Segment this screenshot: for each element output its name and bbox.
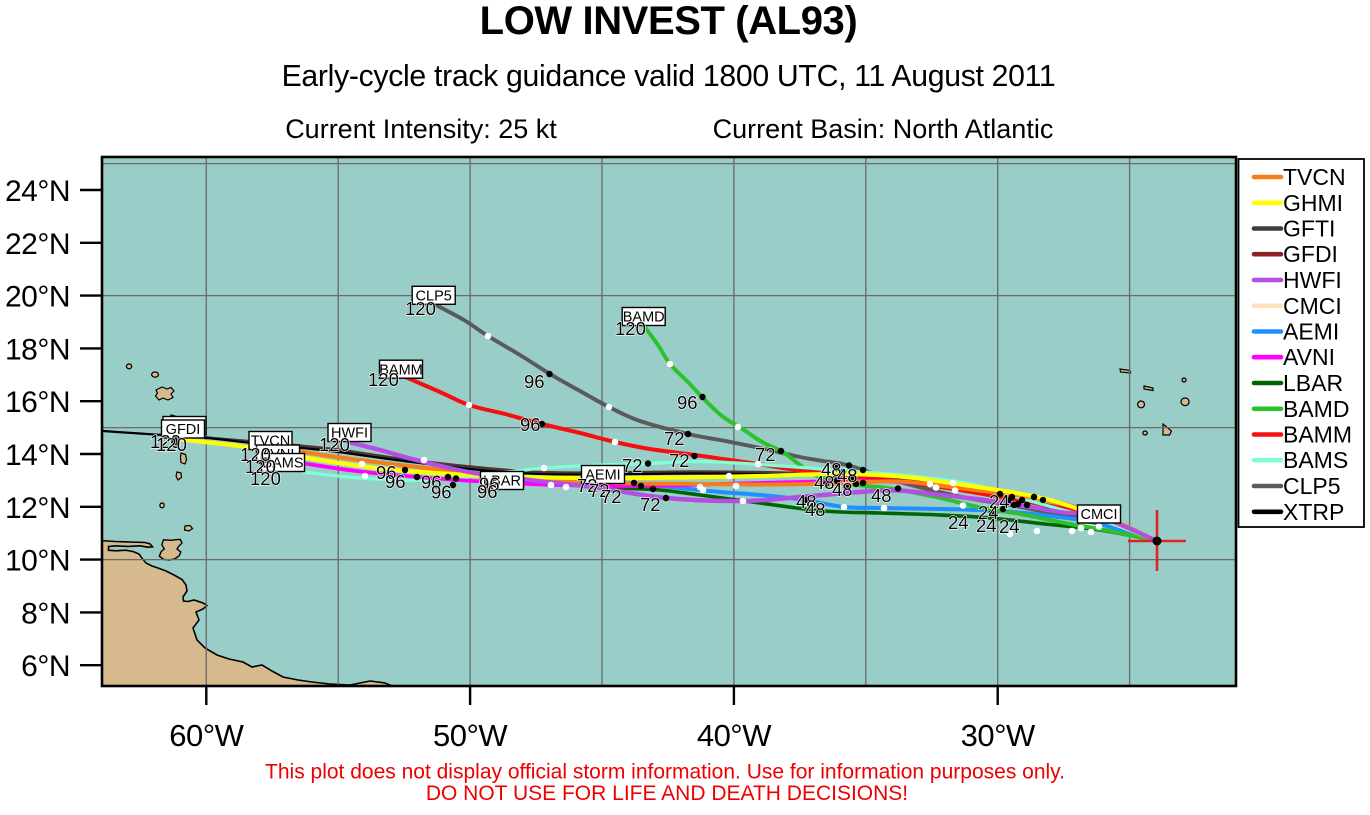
svg-text:96: 96	[520, 414, 541, 435]
svg-text:96: 96	[477, 481, 498, 502]
svg-text:96: 96	[376, 462, 397, 483]
svg-text:72: 72	[589, 480, 610, 501]
svg-text:96: 96	[421, 472, 442, 493]
svg-text:48: 48	[814, 472, 835, 493]
svg-text:96: 96	[385, 471, 406, 492]
svg-text:72: 72	[664, 428, 685, 449]
svg-text:GHMI: GHMI	[1283, 190, 1343, 216]
svg-text:48: 48	[805, 499, 826, 520]
svg-text:60°W: 60°W	[169, 718, 244, 753]
svg-text:24: 24	[978, 502, 999, 523]
svg-text:48: 48	[832, 479, 853, 500]
svg-text:12°N: 12°N	[5, 492, 70, 525]
svg-text:BAMM: BAMM	[379, 362, 423, 378]
svg-text:120: 120	[240, 444, 271, 465]
svg-text:120: 120	[245, 456, 276, 477]
svg-text:120: 120	[156, 434, 187, 455]
svg-text:Current Intensity: 25 kt: Current Intensity: 25 kt	[285, 114, 557, 144]
svg-text:AEMI: AEMI	[1283, 319, 1339, 345]
svg-text:10°N: 10°N	[5, 545, 70, 578]
svg-text:16°N: 16°N	[5, 386, 70, 419]
svg-text:BAMS: BAMS	[262, 456, 303, 472]
svg-text:24: 24	[989, 491, 1010, 512]
svg-text:50°W: 50°W	[433, 718, 508, 753]
svg-text:22°N: 22°N	[5, 228, 70, 261]
svg-text:96: 96	[677, 392, 698, 413]
svg-text:TVCN: TVCN	[1283, 164, 1346, 190]
svg-text:GFTI: GFTI	[1283, 216, 1335, 242]
svg-text:48: 48	[821, 459, 842, 480]
svg-text:LOW INVEST (AL93): LOW INVEST (AL93)	[480, 0, 858, 43]
svg-text:72: 72	[622, 455, 643, 476]
svg-text:48: 48	[871, 485, 892, 506]
svg-text:GFDI: GFDI	[166, 422, 201, 438]
svg-text:CMCI: CMCI	[1080, 507, 1117, 523]
svg-text:AEMI: AEMI	[585, 468, 620, 484]
svg-text:120: 120	[150, 431, 181, 452]
svg-text:120: 120	[405, 298, 436, 319]
svg-text:HWFI: HWFI	[331, 426, 368, 442]
svg-text:96: 96	[479, 474, 500, 495]
svg-text:20°N: 20°N	[5, 281, 70, 314]
svg-text:HWFI: HWFI	[1283, 267, 1342, 293]
svg-text:Current Basin: North Atlantic: Current Basin: North Atlantic	[713, 114, 1054, 144]
svg-text:BAMM: BAMM	[1283, 422, 1352, 448]
svg-text:BAMD: BAMD	[623, 310, 665, 326]
svg-text:72: 72	[755, 444, 776, 465]
svg-text:30°W: 30°W	[961, 718, 1036, 753]
svg-text:48: 48	[837, 465, 858, 486]
svg-text:GFDI: GFDI	[1283, 241, 1338, 267]
svg-text:BAMD: BAMD	[1283, 396, 1349, 422]
svg-text:96: 96	[431, 482, 452, 503]
svg-text:72: 72	[669, 450, 690, 471]
svg-text:120: 120	[319, 434, 350, 455]
svg-text:24: 24	[948, 512, 969, 533]
svg-text:96: 96	[524, 371, 545, 392]
svg-text:24°N: 24°N	[5, 175, 70, 208]
svg-text:14°N: 14°N	[5, 439, 70, 472]
svg-text:120: 120	[250, 468, 281, 489]
svg-text:24: 24	[976, 515, 997, 536]
svg-text:48: 48	[796, 491, 817, 512]
svg-text:LBAR: LBAR	[1283, 370, 1343, 396]
svg-text:40°W: 40°W	[697, 718, 772, 753]
svg-text:CLP5: CLP5	[1283, 473, 1341, 499]
svg-text:24: 24	[999, 516, 1020, 537]
svg-text:LBAR: LBAR	[483, 474, 521, 490]
svg-text:8°N: 8°N	[21, 597, 70, 630]
svg-text:72: 72	[577, 475, 598, 496]
svg-text:XTRP: XTRP	[1283, 499, 1344, 525]
svg-text:CMCI: CMCI	[1283, 293, 1342, 319]
svg-text:This plot does not display off: This plot does not display official stor…	[265, 761, 1065, 784]
svg-text:72: 72	[640, 494, 661, 515]
svg-text:72: 72	[601, 486, 622, 507]
svg-text:DO NOT USE FOR LIFE AND DEATH: DO NOT USE FOR LIFE AND DEATH DECISIONS!	[426, 782, 908, 805]
svg-text:6°N: 6°N	[21, 650, 70, 683]
svg-text:BAMS: BAMS	[1283, 447, 1348, 473]
svg-text:120: 120	[368, 369, 399, 390]
svg-text:18°N: 18°N	[5, 333, 70, 366]
svg-text:CLP5: CLP5	[416, 289, 452, 305]
svg-text:Early-cycle track guidance val: Early-cycle track guidance valid 1800 UT…	[282, 60, 1056, 93]
svg-text:AVNI: AVNI	[1283, 344, 1335, 370]
svg-text:120: 120	[615, 318, 646, 339]
